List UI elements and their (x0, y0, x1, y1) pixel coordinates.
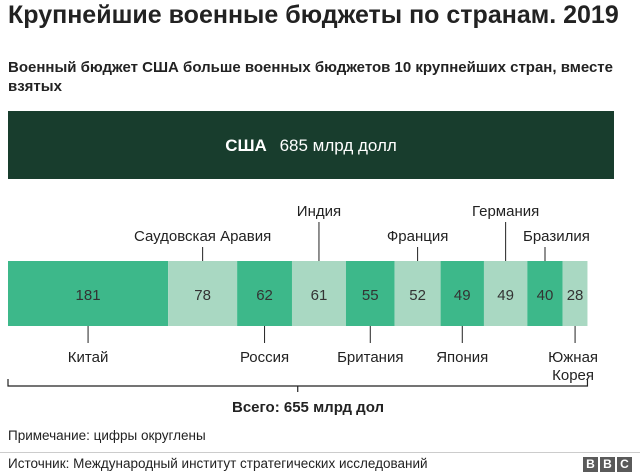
bar-segment (168, 261, 238, 326)
bar-value-label: 52 (409, 287, 426, 304)
country-label: Россия (240, 349, 289, 366)
logo-letter: B (583, 457, 598, 472)
bar-value-label: 55 (362, 287, 379, 304)
country-label: Британия (337, 349, 403, 366)
note: Примечание: цифры округлены (8, 428, 206, 443)
logo-letter: B (600, 457, 615, 472)
bar-value-label: 49 (497, 287, 514, 304)
bar-value-label: 40 (537, 287, 554, 304)
country-segments: 181 Китай 78 Саудовская Аравия 62 Россия 61 Инд… (8, 203, 598, 384)
source: Источник: Международный институт стратег… (8, 456, 428, 471)
total-label: Всего: 655 млрд дол (231, 399, 385, 416)
bar-segment (440, 261, 484, 326)
usa-name: США (225, 136, 267, 155)
bbc-logo: B B C (583, 457, 632, 472)
bar-value-label: 78 (194, 287, 211, 304)
bar-segment (291, 261, 346, 326)
country-label: Франция (387, 228, 448, 245)
bar-value-label: 28 (567, 287, 584, 304)
chart-subtitle: Военный бюджет США больше военных бюджет… (8, 59, 613, 95)
usa-bar-label: США 685 млрд долл (225, 136, 397, 155)
country-label: Индия (297, 203, 341, 220)
usa-value: 685 млрд долл (280, 136, 397, 155)
bar-value-label: 62 (256, 287, 273, 304)
bracket-line (7, 379, 589, 387)
bar-segment (483, 261, 528, 326)
bar-value-label: 49 (454, 287, 471, 304)
bar-segment (237, 261, 292, 326)
usa-bar (8, 111, 614, 179)
bar-value-label: 181 (76, 287, 101, 304)
country-label: Саудовская Аравия (134, 228, 271, 245)
country-label: Бразилия (523, 228, 590, 245)
bar-segment (394, 261, 441, 326)
bar-segment (8, 261, 169, 326)
chart-area: США 685 млрд долл 181 Китай 78 Саудовская А… (7, 111, 614, 392)
country-label: Япония (436, 349, 488, 366)
footer-divider (0, 452, 640, 453)
total-bracket (7, 379, 589, 392)
bar-segment (562, 261, 588, 326)
bar-segment (345, 261, 395, 326)
chart-title: Крупнейшие военные бюджеты по странам. 2… (8, 1, 619, 29)
country-label: Германия (472, 203, 539, 220)
country-label: Южная Корея (548, 349, 598, 384)
bar-value-label: 61 (311, 287, 328, 304)
logo-letter: C (617, 457, 632, 472)
country-label: Китай (68, 349, 109, 366)
bar-segment (527, 261, 563, 326)
